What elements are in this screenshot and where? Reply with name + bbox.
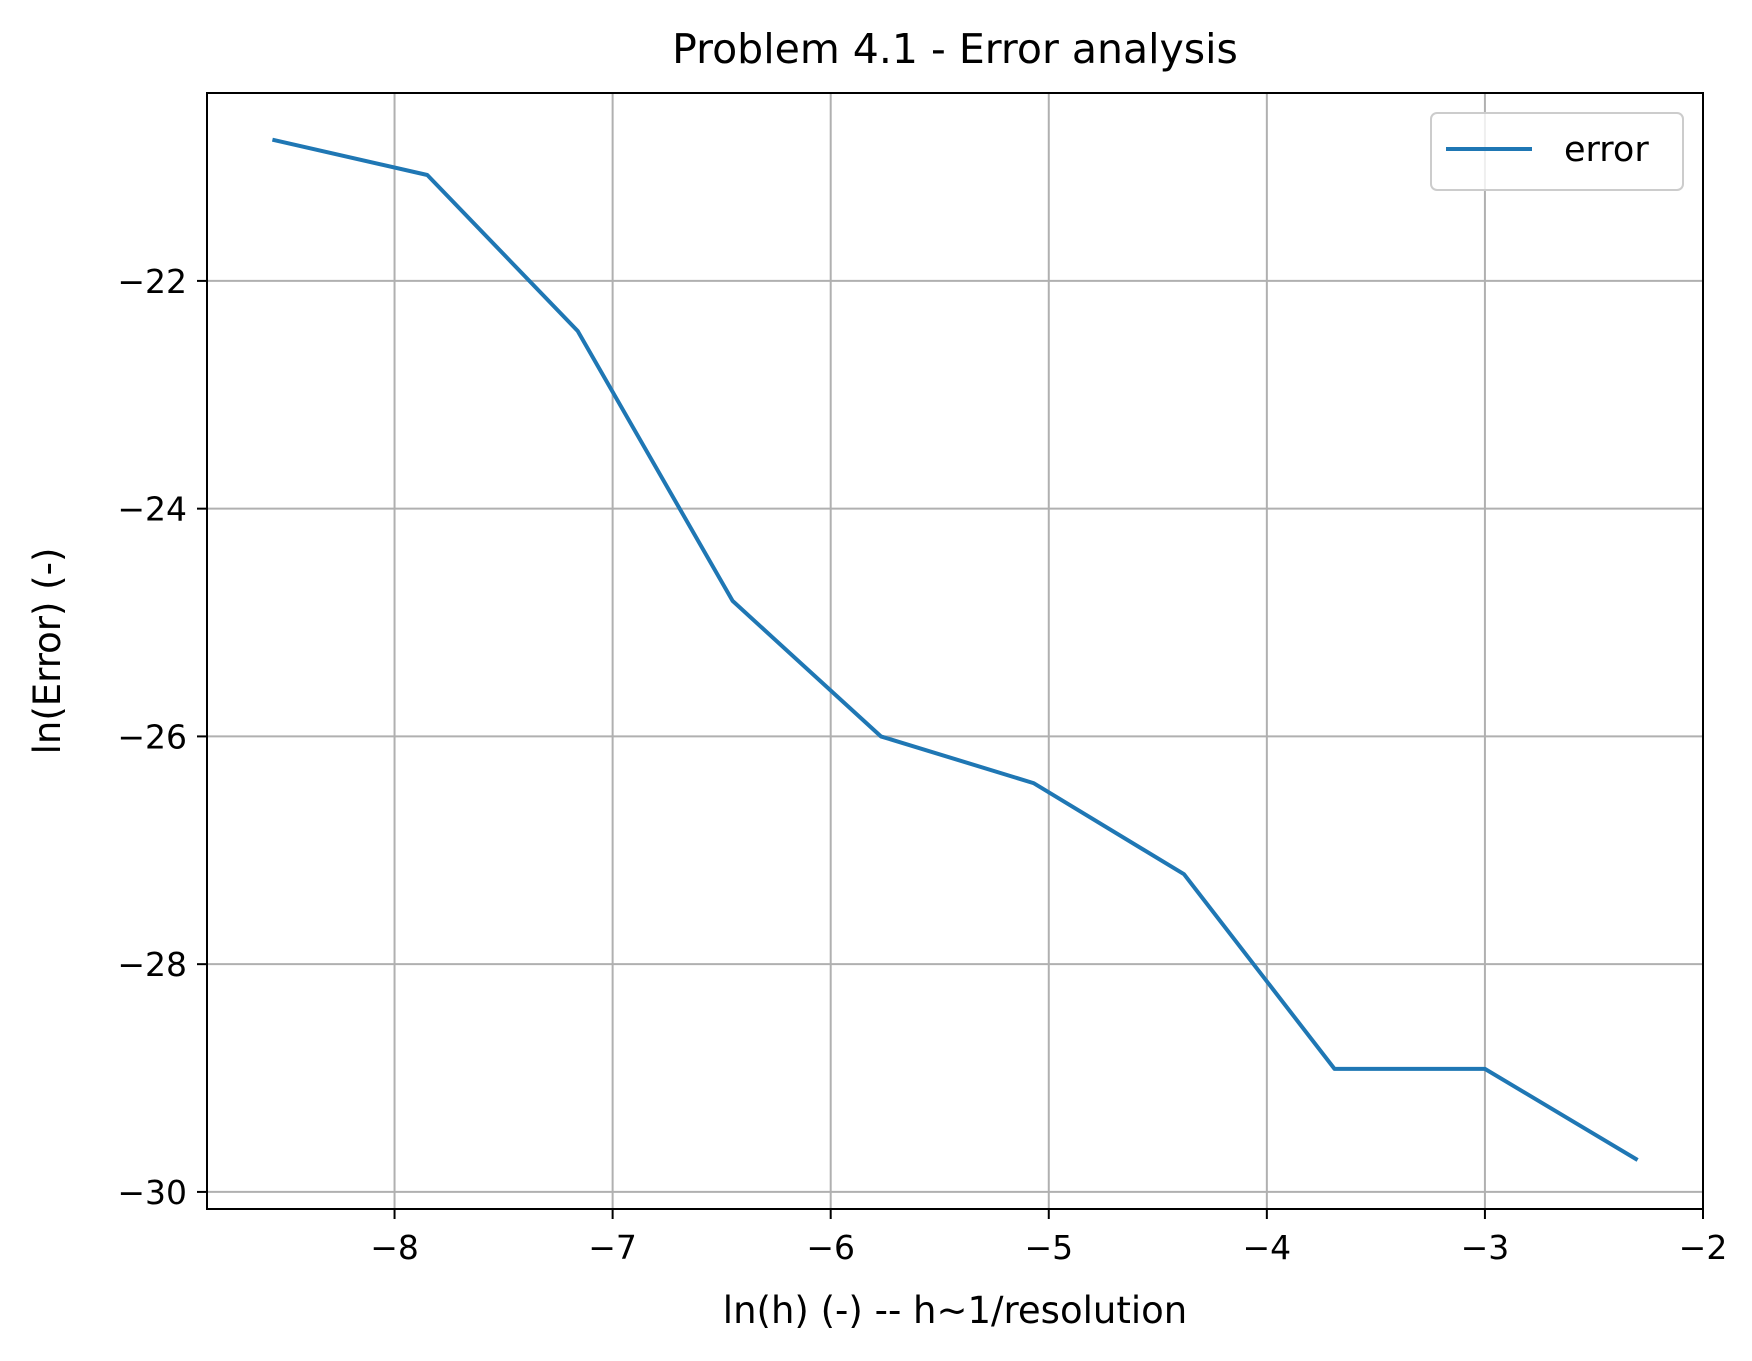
legend-entry-error: error — [1564, 130, 1649, 170]
series-layer — [271, 137, 1639, 1162]
y-tick-label: −28 — [117, 945, 187, 984]
x-tick-label: −8 — [370, 1228, 419, 1267]
x-tick-label: −3 — [1461, 1228, 1510, 1267]
y-tick-label: −24 — [117, 490, 187, 529]
y-axis-label: ln(Error) (-) — [26, 548, 69, 755]
y-tick-label: −30 — [117, 1173, 187, 1212]
plot-frame — [206, 92, 1704, 1210]
series-line-error — [271, 137, 1639, 1162]
legend: error — [1430, 112, 1684, 191]
grid — [207, 93, 1704, 1209]
x-tick-label: −2 — [1679, 1228, 1728, 1267]
y-tick-label: −26 — [117, 717, 187, 756]
x-axis-label: ln(h) (-) -- h~1/resolution — [723, 1289, 1187, 1332]
legend-box — [1430, 112, 1684, 191]
y-tick-label: −22 — [117, 262, 187, 301]
x-tick-label: −4 — [1243, 1228, 1292, 1267]
ticks: −8 −7 −6 −5 −4 −3 −2 −30 −28 −26 −24 −22 — [117, 262, 1727, 1267]
x-tick-label: −6 — [806, 1228, 855, 1267]
x-tick-label: −5 — [1024, 1228, 1073, 1267]
x-tick-label: −7 — [588, 1228, 637, 1267]
chart-title: Problem 4.1 - Error analysis — [672, 25, 1238, 73]
